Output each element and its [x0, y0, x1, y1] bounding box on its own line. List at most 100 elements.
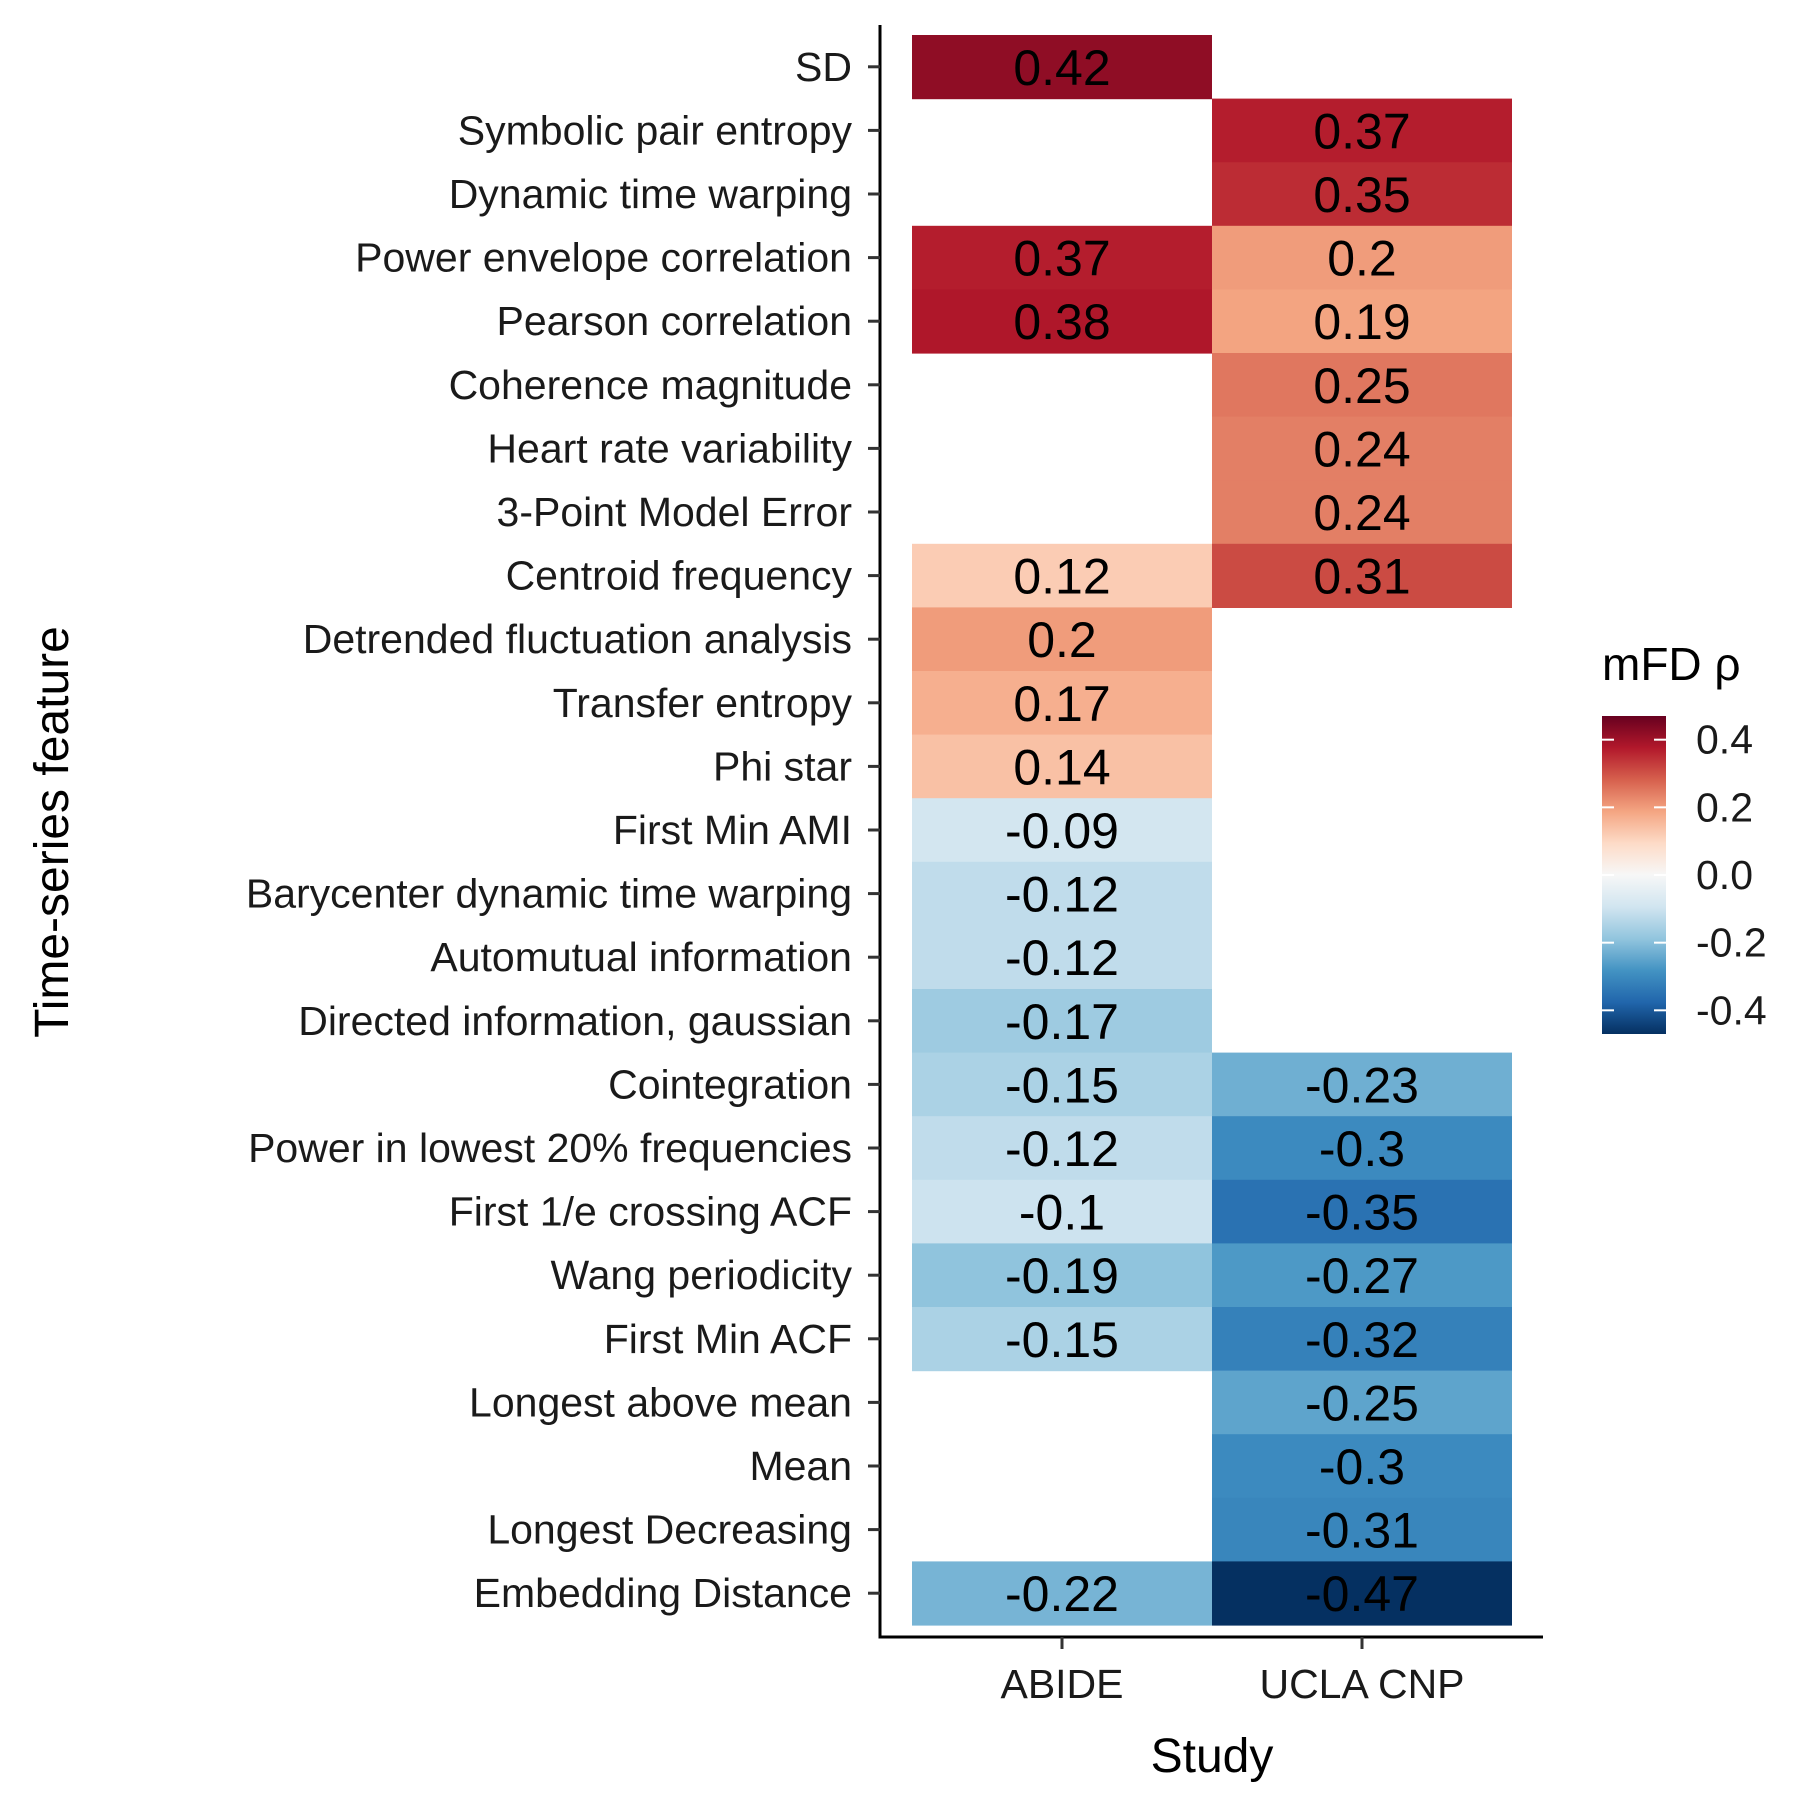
heatmap-cell: [912, 607, 1212, 672]
heatmap-cell: [1212, 543, 1512, 608]
heatmap-cell-labels: 0.42 0.37 0.35 0.37 0.2 0.38 0.19 0.25 0.24 0.24 0…: [1005, 40, 1419, 1622]
y-tick-label: Cointegration: [608, 1061, 852, 1107]
heatmap-cell: [1212, 1243, 1512, 1308]
cell-label: 0.31: [1313, 549, 1410, 605]
x-axis: ABIDE UCLA CNP: [878, 1635, 1543, 1707]
cell-label: -0.17: [1005, 994, 1119, 1050]
heatmap-cell: [912, 289, 1212, 354]
cell-label: 0.14: [1013, 739, 1110, 795]
heatmap-cell: [1212, 1497, 1512, 1562]
y-tick-label: Centroid frequency: [506, 553, 853, 599]
y-tick-label: Automutual information: [430, 934, 852, 980]
heatmap-cell: [1212, 1561, 1512, 1626]
y-tick-label: Phi star: [713, 743, 852, 789]
heatmap-cell: [912, 1052, 1212, 1117]
heatmap-cell: [912, 543, 1212, 608]
cell-label: 0.17: [1013, 676, 1110, 732]
heatmap-cell: [1212, 289, 1512, 354]
cell-label: -0.22: [1005, 1566, 1119, 1622]
cell-label: 0.25: [1313, 358, 1410, 414]
heatmap-cell: [912, 925, 1212, 990]
cell-label: -0.1: [1019, 1185, 1105, 1241]
y-tick-label: Mean: [749, 1443, 852, 1489]
legend-tick-label: 0.4: [1696, 717, 1753, 763]
y-tick-label: Wang periodicity: [550, 1252, 852, 1298]
heatmap-cell: [1212, 1307, 1512, 1372]
cell-label: -0.23: [1305, 1057, 1419, 1113]
heatmap-cell: [1212, 480, 1512, 545]
heatmap-cells: [912, 35, 1512, 1626]
legend-ticks: 0.4 0.2 0.0 -0.2 -0.4: [1602, 717, 1767, 1033]
heatmap-cell: [1212, 1434, 1512, 1499]
heatmap-cell: [912, 225, 1212, 290]
y-tick-label: First Min AMI: [613, 807, 852, 853]
heatmap-cell: [912, 1179, 1212, 1244]
cell-label: 0.37: [1313, 103, 1410, 159]
cell-label: 0.2: [1027, 612, 1097, 668]
heatmap-cell: [1212, 98, 1512, 163]
y-tick-label: Directed information, gaussian: [298, 998, 852, 1044]
heatmap-cell: [912, 1116, 1212, 1181]
y-tick-label: Longest Decreasing: [487, 1507, 852, 1553]
heatmap-cell: [912, 671, 1212, 736]
cell-label: -0.15: [1005, 1312, 1119, 1368]
cell-label: -0.3: [1319, 1121, 1405, 1177]
y-tick-label: Heart rate variability: [487, 425, 852, 471]
legend-tick-label: 0.2: [1696, 784, 1753, 830]
heatmap-cell: [912, 861, 1212, 926]
cell-label: -0.31: [1305, 1503, 1419, 1559]
legend-tick-label: -0.2: [1696, 920, 1767, 966]
cell-label: -0.25: [1305, 1375, 1419, 1431]
y-tick-label: Detrended fluctuation analysis: [303, 616, 852, 662]
cell-label: 0.19: [1313, 294, 1410, 350]
cell-label: -0.19: [1005, 1248, 1119, 1304]
legend: mFD ρ 0.4 0.2 0.0 -0.2 -0.4: [1602, 638, 1767, 1034]
heatmap-cell: [1212, 1052, 1512, 1117]
cell-label: -0.12: [1005, 1121, 1119, 1177]
y-tick-label: 3-Point Model Error: [497, 489, 852, 535]
y-tick-label: Embedding Distance: [474, 1570, 852, 1616]
cell-label: 0.37: [1013, 231, 1110, 287]
cell-label: -0.27: [1305, 1248, 1419, 1304]
heatmap-cell: [1212, 1370, 1512, 1435]
cell-label: -0.09: [1005, 803, 1119, 859]
y-tick-label: Pearson correlation: [496, 298, 852, 344]
cell-label: -0.12: [1005, 930, 1119, 986]
heatmap-cell: [912, 35, 1212, 100]
heatmap-cell: [1212, 416, 1512, 481]
y-tick-label: First 1/e crossing ACF: [449, 1189, 852, 1235]
cell-label: 0.2: [1327, 231, 1397, 287]
heatmap-cell: [912, 1243, 1212, 1308]
legend-tick-label: -0.4: [1696, 987, 1767, 1033]
cell-label: -0.15: [1005, 1057, 1119, 1113]
x-axis-title: Study: [1151, 1730, 1274, 1783]
y-tick-label: Symbolic pair entropy: [458, 107, 853, 153]
heatmap-cell: [912, 1561, 1212, 1626]
x-tick-label: UCLA CNP: [1259, 1661, 1464, 1707]
heatmap-cell: [1212, 353, 1512, 418]
cell-label: -0.32: [1305, 1312, 1419, 1368]
cell-label: -0.35: [1305, 1185, 1419, 1241]
cell-label: 0.12: [1013, 549, 1110, 605]
y-axis-title: Time-series feature: [26, 626, 79, 1038]
heatmap-cell: [912, 798, 1212, 863]
x-tick-label: ABIDE: [1000, 1661, 1123, 1707]
cell-label: 0.24: [1313, 485, 1410, 541]
legend-tick-label: 0.0: [1696, 852, 1753, 898]
heatmap-cell: [1212, 225, 1512, 290]
cell-label: 0.24: [1313, 421, 1410, 477]
cell-label: 0.38: [1013, 294, 1110, 350]
heatmap-cell: [912, 1307, 1212, 1372]
cell-label: 0.42: [1013, 40, 1110, 96]
y-tick-label: Dynamic time warping: [449, 171, 852, 217]
heatmap-cell: [1212, 1179, 1512, 1244]
cell-label: -0.12: [1005, 867, 1119, 923]
y-tick-label: SD: [795, 44, 852, 90]
y-tick-label: Barycenter dynamic time warping: [246, 871, 852, 917]
y-tick-label: First Min ACF: [604, 1316, 852, 1362]
heatmap-cell: [1212, 162, 1512, 227]
y-tick-label: Longest above mean: [469, 1379, 852, 1425]
y-tick-label: Coherence magnitude: [449, 362, 852, 408]
legend-title: mFD ρ: [1602, 638, 1741, 690]
